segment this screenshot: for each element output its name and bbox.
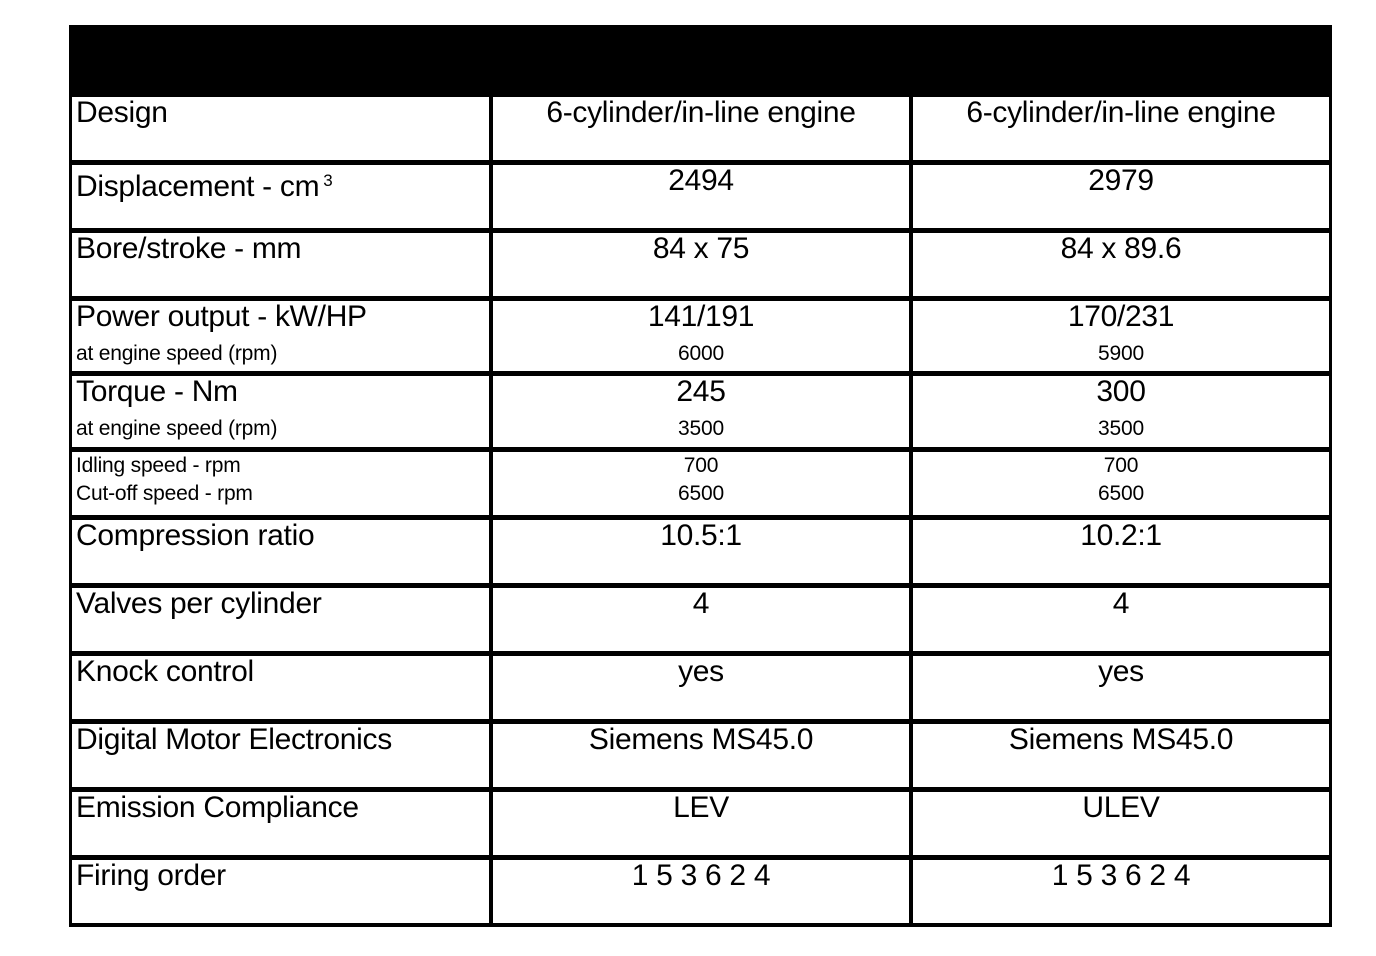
row-label-cell: Knock control [72,656,489,719]
row-label-cell: Idling speed - rpm Cut-off speed - rpm [72,452,489,515]
cell-value: 4 [1112,588,1130,620]
row-sub-label: at engine speed (rpm) [76,417,278,440]
row-label-cell: Digital Motor Electronics [72,724,489,787]
value-cell: 84 x 89.6 [913,233,1329,296]
row-label: Emission Compliance [76,792,359,824]
cell-value: 84 x 75 [652,233,750,265]
row-label-cell: Design [72,97,489,160]
value-cell: Siemens MS45.0 [913,724,1329,787]
cell-value: LEV [673,792,729,824]
row-sub-label: at engine speed (rpm) [76,342,278,365]
cell-value: yes [1098,656,1144,688]
row-label-cell: Firing order [72,860,489,923]
value-cell: 84 x 75 [493,233,909,296]
value-cell: 2979 [913,165,1329,228]
cell-value: 6-cylinder/in-line engine [966,97,1276,129]
engine-specs-table: Design 6-cylinder/in-line engine 6-cylinde… [69,25,1332,927]
cell-value: 10.5:1 [660,520,742,552]
cell-value: 6500 [678,482,724,505]
cell-value: 300 [1096,376,1146,408]
cell-value: 2494 [668,165,734,197]
cell-value: 10.2:1 [1080,520,1162,552]
value-cell: 4 [493,588,909,651]
row-label: Bore/stroke - mm [76,233,302,265]
row-label: Idling speed - rpm [76,454,241,477]
value-cell: 1 5 3 6 2 4 [493,860,909,923]
cell-value: Siemens MS45.0 [1008,724,1234,756]
row-label-cell: Torque - Nm at engine speed (rpm) [72,376,489,447]
cell-value: 2979 [1088,165,1154,197]
value-cell: 300 3500 [913,376,1329,447]
table-header-bar [69,25,1332,95]
cell-value: 245 [676,376,726,408]
cell-value: 141/191 [647,301,755,333]
row-label: Firing order [76,860,226,892]
value-cell: 4 [913,588,1329,651]
cell-value: ULEV [1082,792,1160,824]
row-label-cell: Bore/stroke - mm [72,233,489,296]
row-label-cell: Displacement - cm 3 [72,165,489,228]
cell-sub-value: 5900 [1098,342,1144,365]
cell-value: 84 x 89.6 [1060,233,1182,265]
value-cell: 10.5:1 [493,520,909,583]
row-label: Displacement - cm [76,170,320,203]
superscript: 3 [323,171,333,190]
cell-sub-value: 3500 [678,417,724,440]
row-label-cell: Compression ratio [72,520,489,583]
cell-value: 700 [1103,454,1139,477]
value-cell: 170/231 5900 [913,301,1329,371]
row-label: Valves per cylinder [76,588,322,620]
value-cell: 141/191 6000 [493,301,909,371]
value-cell: 245 3500 [493,376,909,447]
value-cell: yes [913,656,1329,719]
value-cell: LEV [493,792,909,855]
cell-value: 1 5 3 6 2 4 [631,860,771,892]
row-label: Compression ratio [76,520,315,552]
value-cell: Siemens MS45.0 [493,724,909,787]
value-cell: ULEV [913,792,1329,855]
value-cell: 6-cylinder/in-line engine [913,97,1329,160]
row-label: Cut-off speed - rpm [76,482,253,505]
row-label: Torque - Nm [76,376,238,408]
cell-value: 6-cylinder/in-line engine [546,97,856,129]
cell-sub-value: 6000 [678,342,724,365]
value-cell: 700 6500 [913,452,1329,515]
cell-value: 6500 [1098,482,1144,505]
cell-value: 700 [683,454,719,477]
cell-value: 170/231 [1067,301,1175,333]
row-label: Digital Motor Electronics [76,724,392,756]
cell-value: 4 [692,588,710,620]
cell-value: yes [678,656,724,688]
value-cell: 6-cylinder/in-line engine [493,97,909,160]
value-cell: 2494 [493,165,909,228]
row-label: Knock control [76,656,254,688]
row-label-cell: Valves per cylinder [72,588,489,651]
value-cell: 10.2:1 [913,520,1329,583]
row-label-cell: Emission Compliance [72,792,489,855]
value-cell: 700 6500 [493,452,909,515]
cell-sub-value: 3500 [1098,417,1144,440]
cell-value: Siemens MS45.0 [588,724,814,756]
value-cell: 1 5 3 6 2 4 [913,860,1329,923]
row-label: Power output - kW/HP [76,301,367,333]
row-label-cell: Power output - kW/HP at engine speed (rpm… [72,301,489,371]
value-cell: yes [493,656,909,719]
cell-value: 1 5 3 6 2 4 [1051,860,1191,892]
row-label: Design [76,97,168,129]
